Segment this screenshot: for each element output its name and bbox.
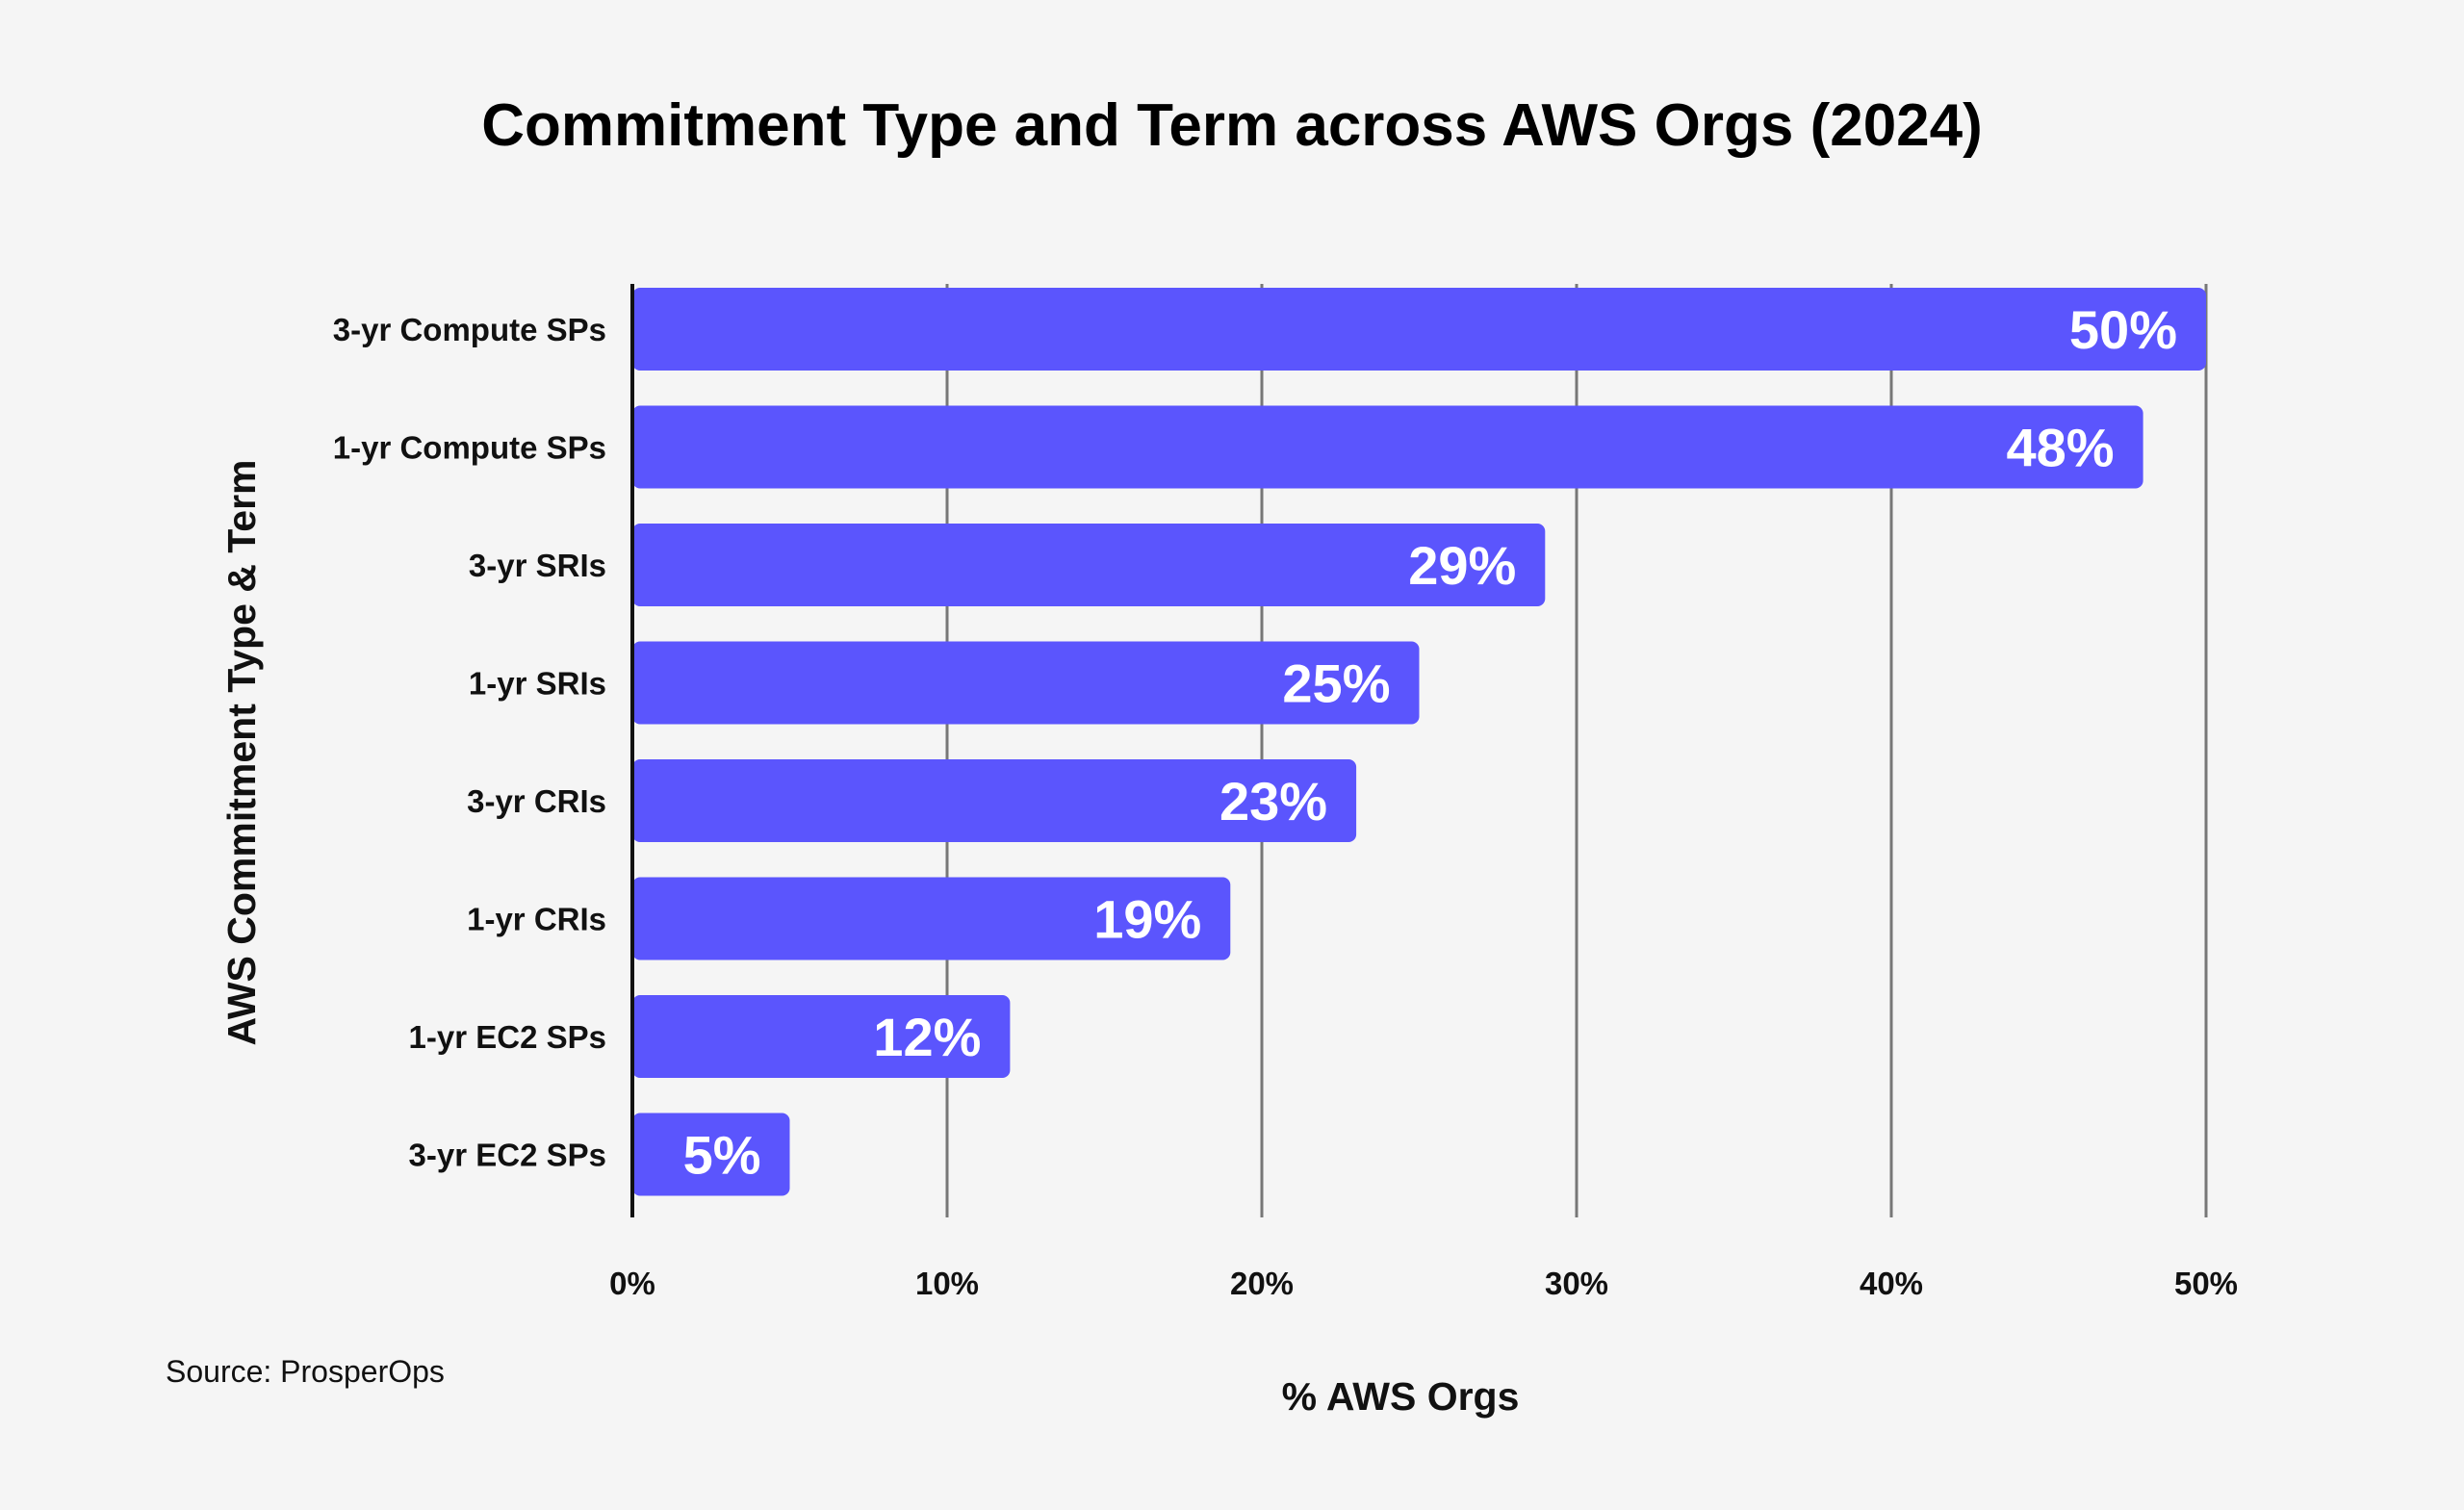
bar [632, 877, 1231, 960]
value-label: 48% [2007, 418, 2115, 478]
value-label: 19% [1093, 889, 1201, 950]
value-label: 50% [2069, 299, 2177, 360]
bar [632, 1113, 790, 1196]
bars [632, 288, 2206, 1196]
category-label: 1-yr SRIs [469, 666, 606, 702]
value-label: 25% [1282, 653, 1390, 714]
bar [632, 524, 1546, 606]
value-label: 23% [1219, 771, 1327, 832]
value-label: 29% [1408, 535, 1516, 596]
value-label: 5% [683, 1125, 761, 1186]
category-label: 3-yr CRIs [467, 783, 606, 819]
x-tick-label: 20% [1230, 1266, 1294, 1301]
category-label: 1-yr EC2 SPs [409, 1019, 606, 1055]
bar [632, 288, 2206, 371]
bar [632, 405, 2143, 489]
bar [632, 641, 1420, 725]
x-tick-label: 10% [915, 1266, 979, 1301]
category-label: 1-yr CRIs [467, 902, 606, 937]
labels: 0% 10% 20% 30% 40% 50% 3-yr Compute SPs 50% 1-yr… [333, 299, 2238, 1301]
x-tick-label: 30% [1545, 1266, 1608, 1301]
x-tick-label: 50% [2174, 1266, 2238, 1301]
x-tick-label: 0% [609, 1266, 655, 1301]
x-axis-title: % AWS Orgs [1282, 1374, 1520, 1419]
source-note: Source: ProsperOps [166, 1354, 445, 1389]
value-label: 12% [873, 1007, 981, 1067]
chart-title: Commitment Type and Term across AWS Orgs… [481, 92, 1983, 159]
category-label: 3-yr EC2 SPs [409, 1138, 606, 1173]
category-label: 1-yr Compute SPs [333, 430, 606, 466]
bar [632, 759, 1357, 842]
x-tick-label: 40% [1860, 1266, 1923, 1301]
category-label: 3-yr Compute SPs [333, 312, 606, 347]
category-label: 3-yr SRIs [469, 548, 606, 583]
bar [632, 995, 1011, 1078]
y-axis-title: AWS Commitment Type & Term [219, 460, 264, 1046]
